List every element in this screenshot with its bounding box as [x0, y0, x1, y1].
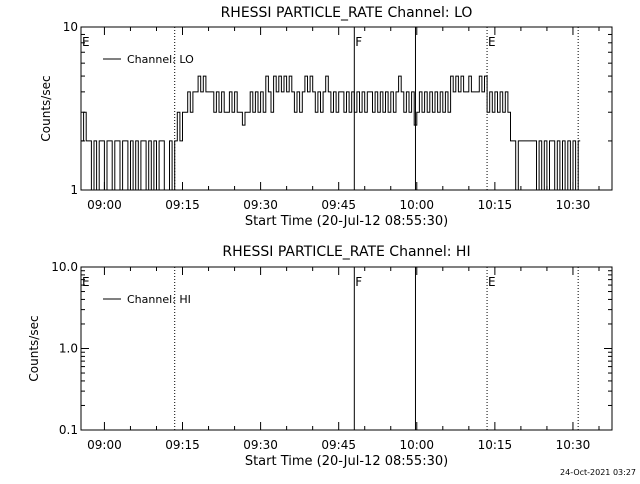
x-tick-label: 10:30: [556, 198, 591, 212]
x-tick-label: 10:00: [399, 198, 434, 212]
event-marker-label: E: [82, 275, 90, 289]
panel-lo: RHESSI PARTICLE_RATE Channel: LO 09:00 09:…: [39, 5, 613, 229]
chart-title: RHESSI PARTICLE_RATE Channel: HI: [222, 244, 470, 260]
x-tick-label: 09:45: [321, 438, 356, 452]
legend-label: Channel: HI: [127, 293, 191, 306]
panel-hi: RHESSI PARTICLE_RATE Channel: HI 09:00 09:…: [27, 244, 613, 469]
x-tick-label: 09:00: [87, 198, 122, 212]
series-line-channel-lo: [81, 75, 581, 191]
chart-title: RHESSI PARTICLE_RATE Channel: LO: [221, 5, 473, 21]
x-axis-label: Start Time (20-Jul-12 08:55:30): [245, 214, 448, 229]
event-marker-label: F: [355, 275, 362, 289]
y-tick-label: 0.1: [59, 423, 78, 437]
y-tick-label: 1: [70, 183, 78, 197]
x-tick-label: 10:15: [478, 198, 513, 212]
x-tick-label: 09:15: [165, 198, 200, 212]
y-tick-label: 10.0: [51, 260, 78, 274]
footer-timestamp: 24-Oct-2021 03:27: [560, 468, 636, 477]
event-marker-label: E: [488, 275, 496, 289]
event-marker-label: E: [488, 35, 496, 49]
y-axis-label: Counts/sec: [39, 75, 53, 141]
event-marker-label: E: [82, 35, 90, 49]
y-tick-label: 10: [63, 20, 78, 34]
x-tick-label: 09:45: [321, 198, 356, 212]
x-tick-label: 10:15: [478, 438, 513, 452]
y-tick-label: 1.0: [59, 342, 78, 356]
x-tick-label: 10:00: [399, 438, 434, 452]
legend-label: Channel: LO: [127, 53, 194, 66]
x-tick-label: 10:30: [556, 438, 591, 452]
x-tick-label: 09:30: [243, 198, 278, 212]
event-marker-label: F: [355, 35, 362, 49]
y-axis-label: Counts/sec: [27, 315, 41, 381]
x-tick-label: 09:00: [87, 438, 122, 452]
x-axis-label: Start Time (20-Jul-12 08:55:30): [245, 454, 448, 469]
x-tick-label: 09:30: [243, 438, 278, 452]
x-tick-label: 09:15: [165, 438, 200, 452]
